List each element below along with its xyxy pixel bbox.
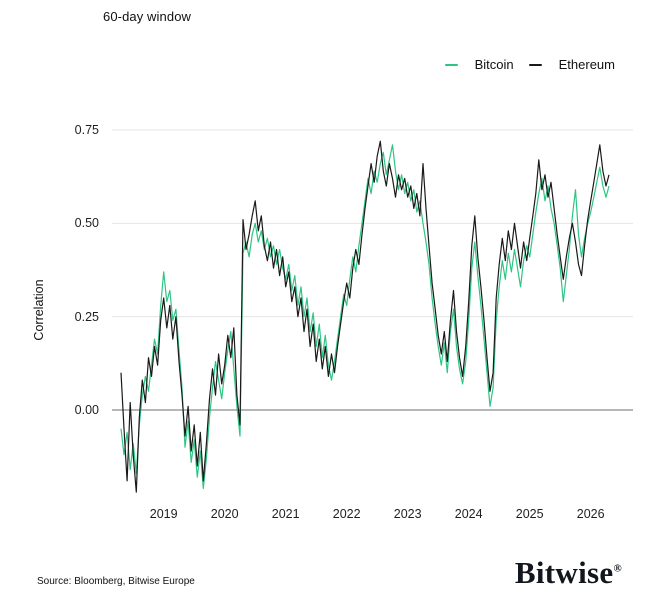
ethereum-line-swatch-icon xyxy=(528,63,542,66)
legend: Bitcoin Ethereum xyxy=(444,57,615,72)
legend-label-bitcoin: Bitcoin xyxy=(474,57,514,72)
y-tick-label: 0.50 xyxy=(74,216,99,231)
legend-item-ethereum: Ethereum xyxy=(528,57,615,72)
x-tick-label: 2024 xyxy=(454,507,483,521)
series-lines xyxy=(120,140,610,493)
x-tick-label: 2022 xyxy=(332,507,361,521)
bitwise-wordmark: Bitwise xyxy=(514,555,614,590)
x-tick-label: 2019 xyxy=(149,507,178,521)
chart-title: 60-day window xyxy=(103,9,192,24)
y-tick-label: 0.25 xyxy=(74,309,99,324)
x-tick-label: 2021 xyxy=(271,507,300,521)
gridlines xyxy=(112,129,633,411)
bitcoin-line-swatch-icon xyxy=(444,63,458,66)
registered-trademark-icon: ® xyxy=(613,562,622,575)
x-tick-label: 2023 xyxy=(393,507,422,521)
x-tick-label: 2020 xyxy=(210,507,239,521)
bitwise-logo: Bitwise® xyxy=(515,556,622,590)
y-tick-label: 0.00 xyxy=(74,403,99,417)
ethereum-series-line xyxy=(120,140,610,493)
source-note: Source: Bloomberg, Bitwise Europe xyxy=(37,576,195,587)
legend-item-bitcoin: Bitcoin xyxy=(444,57,514,72)
x-tick-label: 2025 xyxy=(515,507,544,521)
x-tick-label: 2026 xyxy=(576,507,605,521)
legend-label-ethereum: Ethereum xyxy=(558,57,615,72)
y-tick-label: 0.75 xyxy=(74,123,99,137)
